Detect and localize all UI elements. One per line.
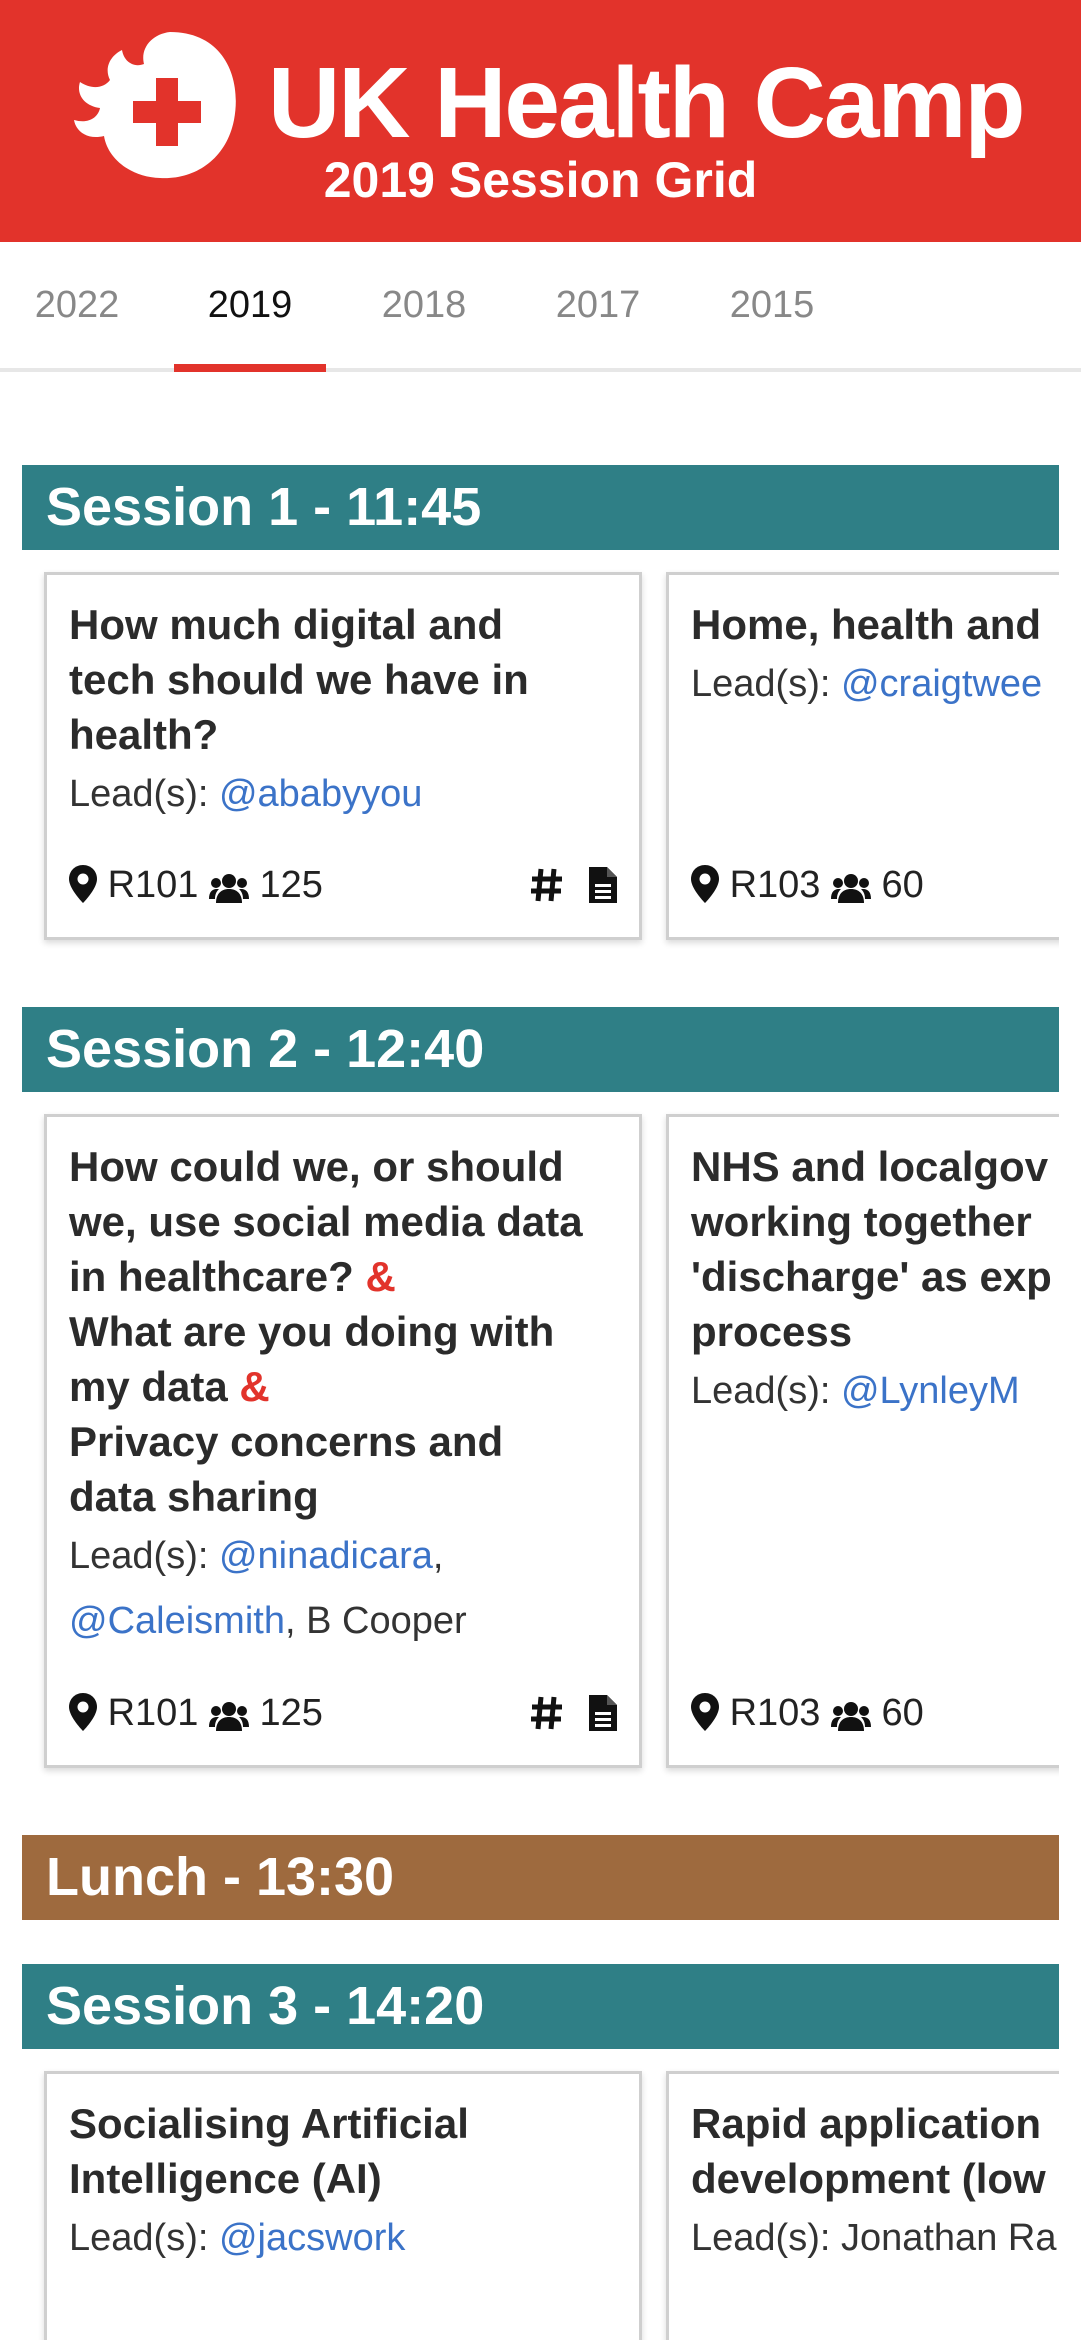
- session-title: How much digital and tech should we have…: [69, 597, 617, 762]
- people-icon: [831, 873, 871, 903]
- room-label: R101: [108, 1692, 199, 1734]
- session-card[interactable]: Rapid application development (low Lead(…: [666, 2071, 1059, 2340]
- session-title: Socialising Artificial Intelligence (AI): [69, 2096, 617, 2206]
- ampersand: &: [239, 1363, 269, 1410]
- session-card[interactable]: How could we, or should we, use social m…: [44, 1114, 642, 1768]
- session-meta: R103 60: [691, 860, 1059, 910]
- room-label: R103: [730, 864, 821, 906]
- people-icon: [209, 1701, 249, 1731]
- document-icon[interactable]: [589, 867, 617, 903]
- location-pin-icon: [69, 1693, 97, 1731]
- lead-link[interactable]: @ababyyou: [219, 773, 422, 815]
- session-card[interactable]: NHS and localgov working together 'disch…: [666, 1114, 1059, 1768]
- session-meta: R101 125: [69, 1688, 617, 1738]
- capacity-label: 125: [260, 1692, 323, 1734]
- session-card[interactable]: Home, health and Lead(s): @craigtwee R10…: [666, 572, 1059, 940]
- lunch-header: Lunch - 13:30: [22, 1835, 1059, 1920]
- lead-link[interactable]: @craigtwee: [841, 663, 1042, 705]
- hash-icon[interactable]: [530, 867, 564, 903]
- room-label: R101: [108, 864, 199, 906]
- capacity-label: 125: [260, 864, 323, 906]
- session-3-header: Session 3 - 14:20: [22, 1964, 1059, 2049]
- document-icon[interactable]: [589, 1695, 617, 1731]
- lead-link[interactable]: @LynleyM: [841, 1370, 1020, 1412]
- location-pin-icon: [69, 865, 97, 903]
- session-meta: R103 60: [691, 1688, 1059, 1738]
- capacity-label: 60: [882, 864, 924, 906]
- lead-link[interactable]: @Caleismith: [69, 1600, 285, 1642]
- session-leads: Lead(s): @jacswork: [69, 2206, 617, 2271]
- room-label: R103: [730, 1692, 821, 1734]
- session-leads: Lead(s): Jonathan Ra: [691, 2206, 1059, 2271]
- location-pin-icon: [691, 865, 719, 903]
- session-title: Rapid application development (low: [691, 2096, 1059, 2206]
- session-meta: R101 125: [69, 860, 617, 910]
- lead-link[interactable]: @jacswork: [219, 2217, 405, 2259]
- location-pin-icon: [691, 1693, 719, 1731]
- session-leads: Lead(s): @LynleyM: [691, 1359, 1059, 1424]
- session-title: Home, health and: [691, 597, 1059, 652]
- lead-link[interactable]: @ninadicara: [219, 1535, 433, 1577]
- session-1-header: Session 1 - 11:45: [22, 465, 1059, 550]
- session-leads: Lead(s): @craigtwee: [691, 652, 1059, 717]
- session-title: NHS and localgov working together 'disch…: [691, 1139, 1059, 1359]
- people-icon: [831, 1701, 871, 1731]
- hash-icon[interactable]: [530, 1695, 564, 1731]
- session-title: How could we, or should we, use social m…: [69, 1139, 617, 1524]
- people-icon: [209, 873, 249, 903]
- session-leads: Lead(s): @ababyyou: [69, 762, 617, 827]
- session-card[interactable]: Socialising Artificial Intelligence (AI)…: [44, 2071, 642, 2340]
- session-2-header: Session 2 - 12:40: [22, 1007, 1059, 1092]
- capacity-label: 60: [882, 1692, 924, 1734]
- session-card[interactable]: How much digital and tech should we have…: [44, 572, 642, 940]
- session-leads: Lead(s): @ninadicara, @Caleismith, B Coo…: [69, 1524, 617, 1654]
- ampersand: &: [365, 1253, 395, 1300]
